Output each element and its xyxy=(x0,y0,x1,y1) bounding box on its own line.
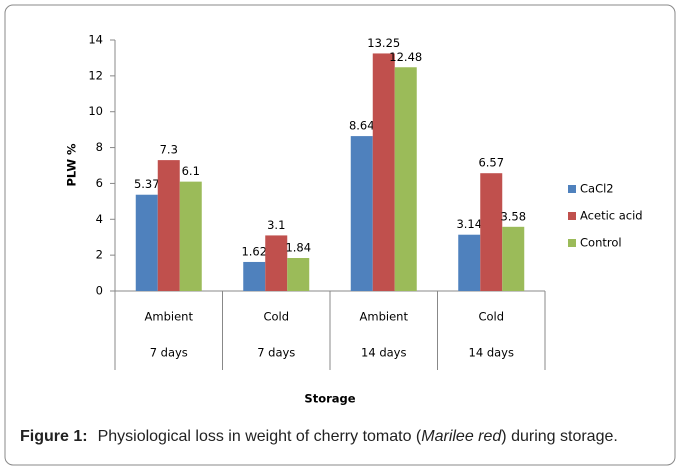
bar xyxy=(502,226,525,291)
legend-label: CaCl2 xyxy=(580,182,614,196)
data-label: 7.3 xyxy=(160,143,178,157)
legend-label: Acetic acid xyxy=(580,209,643,223)
bar xyxy=(135,194,158,291)
y-tick-label: 10 xyxy=(88,104,103,118)
data-label: 12.48 xyxy=(389,50,422,64)
bar xyxy=(157,160,180,291)
y-tick-label: 2 xyxy=(96,248,103,262)
bar xyxy=(265,235,288,291)
legend-swatch xyxy=(568,239,576,247)
data-label: 6.57 xyxy=(478,156,504,170)
caption-label: Figure 1: xyxy=(20,428,88,445)
data-label: 1.84 xyxy=(285,241,311,255)
bar xyxy=(394,67,417,291)
bar xyxy=(179,181,202,291)
y-axis-label: PLW % xyxy=(65,143,79,187)
x-group-label: 7 days xyxy=(150,346,188,360)
data-label: 5.37 xyxy=(134,177,160,191)
caption-text: ) during storage. xyxy=(501,428,618,445)
caption: Figure 1: Physiological loss in weight of… xyxy=(20,426,670,448)
data-label: 3.58 xyxy=(500,209,526,223)
x-tick-label: Ambient xyxy=(145,310,194,324)
x-group-label: 7 days xyxy=(257,346,295,360)
data-label: 8.64 xyxy=(349,119,375,133)
x-tick-label: Cold xyxy=(263,310,289,324)
data-label: 6.1 xyxy=(182,164,200,178)
y-tick-label: 4 xyxy=(96,212,103,226)
bar xyxy=(458,234,481,291)
x-axis-label: Storage xyxy=(304,392,355,406)
y-tick-label: 6 xyxy=(96,176,103,190)
data-label: 3.14 xyxy=(456,217,482,231)
bar xyxy=(480,173,503,291)
bar xyxy=(287,258,310,291)
bar xyxy=(243,261,266,291)
data-label: 13.25 xyxy=(367,36,400,50)
legend-swatch xyxy=(568,185,576,193)
data-label: 3.1 xyxy=(267,218,285,232)
bar xyxy=(372,53,395,292)
y-tick-label: 0 xyxy=(96,284,103,298)
x-group-label: 14 days xyxy=(469,346,514,360)
x-tick-label: Cold xyxy=(478,310,504,324)
data-label: 1.62 xyxy=(241,244,267,258)
caption-text: Physiological loss in weight of cherry t… xyxy=(97,428,422,445)
frame xyxy=(4,4,676,466)
bar xyxy=(350,136,373,291)
y-tick-label: 14 xyxy=(88,33,103,47)
legend-label: Control xyxy=(580,236,622,250)
x-group-label: 14 days xyxy=(361,346,406,360)
caption-italic: Marilee red xyxy=(421,428,502,445)
x-tick-label: Ambient xyxy=(360,310,409,324)
y-tick-label: 12 xyxy=(88,68,103,82)
y-tick-label: 8 xyxy=(96,140,103,154)
legend-swatch xyxy=(568,212,576,220)
